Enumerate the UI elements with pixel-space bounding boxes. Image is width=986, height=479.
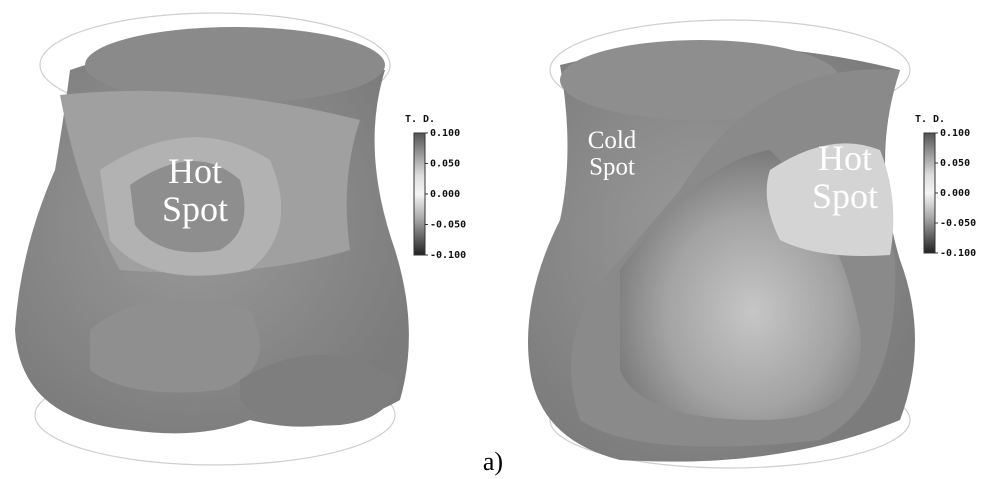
figure: HotSpot T. D. 0.100 0.050 0.000 -0.050 -0.10… [0,0,986,479]
colorbar-tick-label: 0.050 [940,158,970,169]
caption: a) [483,447,503,476]
colorbar-tick-label: 0.000 [940,188,970,199]
colorbar-title: T. D. [915,114,945,125]
colorbar-scale [414,133,425,255]
colorbar-tick-label: -0.050 [430,220,466,231]
colorbar-tick-label: -0.050 [940,218,976,229]
colorbar-tick-label: 0.100 [430,128,460,139]
colorbar: T. D. 0.100 0.050 0.000 -0.050 -0.100 [405,114,466,261]
colorbar-tick-label: 0.100 [940,128,970,139]
colorbar-tick-label: 0.050 [430,159,460,170]
colorbar-tick-label: 0.000 [430,189,460,200]
colorbar-tick-label: -0.100 [430,250,466,261]
colorbar-tick-label: -0.100 [940,248,976,259]
colorbar: T. D. 0.100 0.050 0.000 -0.050 -0.100 [915,114,976,259]
colorbar-title: T. D. [405,114,435,125]
colorbar-scale [924,133,935,253]
